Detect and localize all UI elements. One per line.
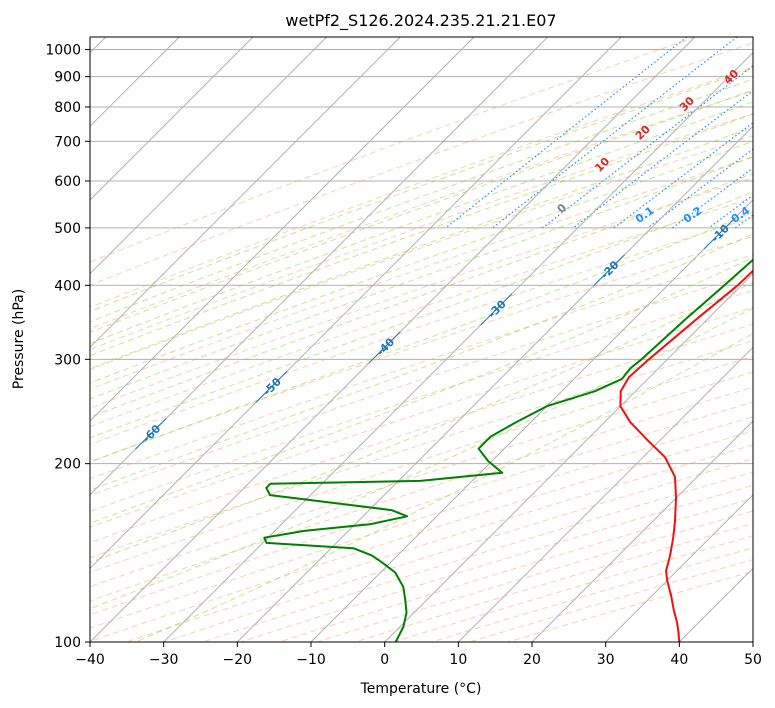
isotherm-line — [90, 37, 328, 275]
dry-adiabat-line — [90, 90, 753, 330]
moist-adiabat-line — [90, 172, 753, 418]
hypsometric-tick — [368, 331, 401, 364]
isotherm-line — [90, 37, 475, 422]
moist-adiabat-line — [90, 126, 753, 370]
isotherm-line — [310, 199, 753, 642]
y-axis-ticks: 100 200 300 400 500 600 700 800 900 1000 — [45, 43, 90, 651]
temperature-profile-line — [619, 269, 753, 642]
hypsometric-lines — [135, 217, 736, 450]
y-tick-label: 200 — [54, 457, 81, 473]
mixing-ratio-line — [445, 37, 688, 229]
x-tick-label: 50 — [744, 652, 762, 668]
dry-adiabat-line — [90, 254, 753, 480]
dry-adiabat-line — [202, 471, 753, 642]
dry-adiabat-line — [90, 216, 753, 445]
x-tick-label: 20 — [523, 652, 541, 668]
dry-adiabat-line — [90, 113, 753, 351]
hypsometric-tick — [135, 418, 167, 450]
dry-adiabat-line — [240, 484, 753, 642]
x-tick-label: −10 — [296, 652, 326, 668]
dry-adiabat-line — [90, 416, 753, 629]
moist-adiabat-line — [90, 281, 753, 564]
moist-adiabat-line — [90, 140, 753, 384]
dry-adiabat-line — [126, 444, 753, 642]
dewpoint-profile-line — [263, 258, 753, 642]
x-tick-label: −40 — [75, 652, 105, 668]
dry-adiabats — [90, 37, 753, 642]
dry-adiabat-line — [90, 289, 753, 513]
moist-adiabats — [90, 67, 753, 642]
moist-adiabat-line — [90, 113, 753, 357]
dry-adiabat-line — [90, 197, 753, 427]
y-tick-label: 700 — [54, 134, 81, 150]
y-tick-label: 400 — [54, 278, 81, 294]
moist-adiabat-line — [135, 333, 753, 642]
dry-adiabat-line — [90, 340, 753, 559]
moist-adiabat-line — [90, 257, 753, 524]
dry-adiabat-line — [90, 235, 753, 463]
hypsometric-tick — [703, 217, 736, 250]
x-tick-label: −20 — [223, 652, 253, 668]
y-tick-label: 100 — [54, 635, 81, 651]
dry-adiabat-line — [90, 66, 753, 308]
hypsometric-tick — [480, 293, 513, 326]
isotherm-line — [531, 420, 753, 642]
dry-adiabat-line — [164, 458, 753, 642]
dry-adiabat-line — [90, 430, 753, 642]
sounding-profiles — [263, 258, 753, 642]
y-tick-label: 600 — [54, 174, 81, 190]
moist-adiabat-line — [90, 156, 753, 400]
x-tick-label: 0 — [380, 652, 389, 668]
x-tick-label: 30 — [597, 652, 615, 668]
dry-adiabat-line — [90, 323, 753, 544]
x-tick-label: 10 — [449, 652, 467, 668]
dry-adiabat-line — [393, 535, 753, 642]
moist-adiabat-line — [90, 78, 753, 323]
isotherm-line — [605, 493, 753, 642]
isotherm-line — [236, 125, 753, 642]
x-tick-label: 40 — [670, 652, 688, 668]
dry-adiabat-line — [90, 272, 753, 496]
mixing-ratio-line — [672, 167, 753, 229]
y-tick-label: 300 — [54, 352, 81, 368]
isotherm-line — [90, 37, 549, 496]
x-axis-title: Temperature (°C) — [360, 681, 482, 697]
mixing-ratio-line — [542, 65, 753, 229]
chart-title: wetPf2_S126.2024.235.21.21.E07 — [285, 11, 556, 31]
dry-adiabat-line — [90, 306, 753, 528]
mixing-ratio-line — [613, 122, 753, 229]
plot-frame — [89, 36, 754, 643]
y-tick-label: 1000 — [45, 43, 81, 59]
moist-adiabat-line — [90, 89, 753, 333]
y-tick-label: 900 — [54, 70, 81, 86]
mixing-ratio-lines — [445, 37, 753, 229]
isotherm-line — [163, 51, 753, 642]
isotherm-line — [90, 37, 401, 349]
isotherm-line — [90, 37, 622, 570]
y-tick-label: 800 — [54, 100, 81, 116]
dry-adiabat-line — [90, 37, 696, 263]
y-axis-title: Pressure (hPa) — [11, 289, 27, 389]
x-tick-label: −30 — [149, 652, 179, 668]
x-axis-ticks: −40 −30 −20 −10 0 10 20 30 40 50 — [75, 642, 762, 668]
isotherm-line — [90, 37, 254, 201]
hypsometric-tick — [593, 254, 625, 286]
y-tick-label: 500 — [54, 221, 81, 237]
hypsometric-tick — [255, 371, 288, 403]
isotherm-line — [457, 346, 753, 642]
isotherm-line — [384, 272, 753, 642]
